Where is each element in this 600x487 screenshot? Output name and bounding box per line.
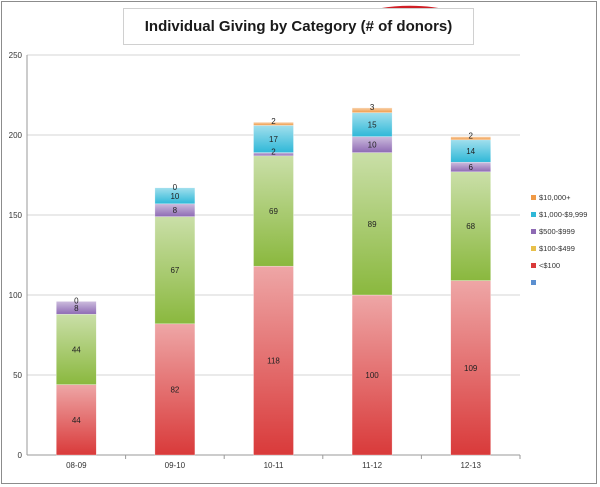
legend-swatch: [531, 195, 536, 200]
x-tick-label: 10-11: [264, 461, 284, 470]
x-tick-label: 12-13: [460, 461, 481, 470]
data-label: 2: [271, 117, 276, 126]
data-label: 109: [464, 364, 478, 373]
bar-segment: [154, 187, 196, 205]
bar-segment: [450, 136, 491, 141]
legend-swatch: [531, 246, 536, 251]
data-label: 118: [267, 357, 280, 366]
data-label: 0: [74, 296, 79, 305]
legend-swatch: [531, 212, 536, 217]
legend-swatch: [531, 263, 536, 268]
data-label: 8: [173, 206, 178, 215]
legend-label: $1,000-$9,999: [539, 210, 587, 219]
y-tick-label: 0: [18, 451, 23, 460]
data-label: 15: [368, 121, 377, 130]
legend-label: <$100: [539, 261, 560, 270]
data-label: 100: [365, 371, 379, 380]
chart-title: Individual Giving by Category (# of dono…: [144, 18, 453, 35]
data-label: 68: [466, 222, 475, 231]
y-tick-label: 100: [9, 291, 23, 300]
data-label: 3: [370, 103, 375, 112]
data-label: 0: [173, 183, 178, 192]
bar-segment: [351, 152, 393, 296]
bar-segment: [154, 323, 196, 456]
bar-segment: [253, 121, 294, 126]
y-tick-label: 250: [9, 51, 23, 60]
bar-segment: [56, 301, 97, 315]
data-label: 44: [72, 416, 81, 425]
chart-title-box: Individual Giving by Category (# of dono…: [123, 8, 474, 45]
legend-label: $100-$499: [539, 244, 575, 253]
y-tick-label: 200: [9, 131, 23, 140]
data-labels: 4444808267810011869217210089101531096861…: [72, 103, 478, 425]
data-label: 14: [466, 147, 475, 156]
bar-segment: [253, 265, 294, 456]
legend: $10,000+ $1,000-$9,999 $500-$999 $100-$499 <…: [531, 193, 587, 285]
bar-segment: [450, 171, 491, 281]
x-tick-label: 11-12: [362, 461, 382, 470]
x-tick-label: 08-09: [66, 461, 87, 470]
legend-swatch: [531, 229, 536, 234]
bar-segment: [351, 294, 393, 456]
data-label: 8: [74, 304, 79, 313]
bar-segment: [253, 125, 294, 153]
data-label: 10: [368, 141, 377, 150]
data-label: 17: [269, 135, 278, 144]
bar-segment: [253, 155, 294, 267]
data-label: 89: [368, 220, 377, 229]
data-label: 2: [271, 148, 276, 157]
data-label: 2: [468, 132, 473, 141]
y-tick-label: 50: [13, 371, 22, 380]
bar-segment: [351, 112, 393, 137]
legend-swatch: [531, 280, 536, 285]
data-label: 44: [72, 345, 81, 354]
data-label: 69: [269, 207, 278, 216]
data-label: 6: [468, 163, 473, 172]
bars: [56, 107, 491, 456]
bar-segment: [351, 107, 393, 113]
data-label: 67: [170, 266, 179, 275]
y-tick-label: 150: [9, 211, 23, 220]
bar-segment: [450, 280, 491, 456]
x-tick-label: 09-10: [165, 461, 186, 470]
data-label: 82: [170, 385, 179, 394]
legend-label: $10,000+: [539, 193, 571, 202]
legend-label: $500-$999: [539, 227, 575, 236]
data-label: 10: [170, 192, 179, 201]
